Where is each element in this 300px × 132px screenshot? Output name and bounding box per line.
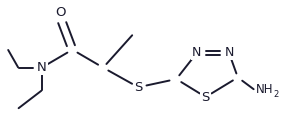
Text: 2: 2 bbox=[273, 90, 278, 99]
Text: S: S bbox=[134, 81, 142, 94]
Text: N: N bbox=[192, 46, 202, 59]
Text: N: N bbox=[37, 61, 46, 74]
Text: S: S bbox=[201, 91, 210, 103]
Text: O: O bbox=[56, 6, 66, 19]
Text: NH: NH bbox=[255, 83, 273, 96]
Text: N: N bbox=[224, 46, 234, 59]
